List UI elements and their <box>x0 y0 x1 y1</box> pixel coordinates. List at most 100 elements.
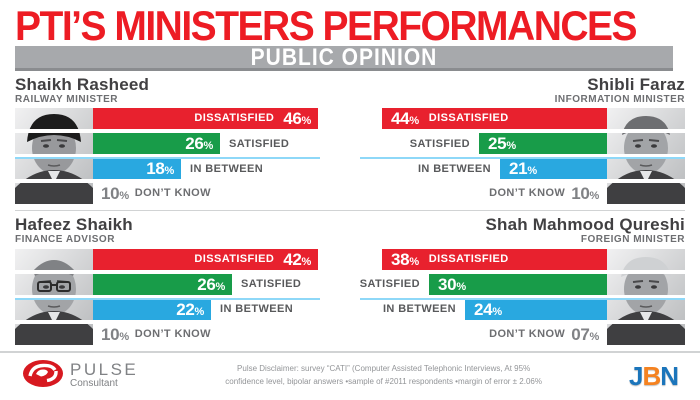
minister-panel-shaikh-rasheed: Shaikh Rasheed RAILWAY MINISTER DISSATISFI… <box>15 73 320 208</box>
minister-role: FINANCE ADVISOR <box>15 234 115 246</box>
bar-label: DISSATISFIED <box>194 252 275 265</box>
public-opinion-banner: PUBLIC OPINION <box>15 43 673 71</box>
bar-label: SATISFIED <box>409 137 470 150</box>
survey-disclaimer: Pulse Disclaimer: survey “CATI” (Compute… <box>204 363 564 388</box>
bar-label: IN BETWEEN <box>190 162 264 175</box>
dont-know-text: 10% DON’T KNOW <box>101 324 217 345</box>
bar-value: 30% <box>438 274 466 294</box>
bar-label: DON’T KNOW <box>489 187 566 200</box>
percent-sign: % <box>164 165 175 178</box>
bar-label: SATISFIED <box>241 278 302 291</box>
percent-sign: % <box>215 280 226 293</box>
opinion-row-in-between: 18% IN BETWEEN <box>15 157 320 180</box>
banner-title: PUBLIC OPINION <box>250 43 438 71</box>
percent-sign: % <box>301 255 312 268</box>
bar-label: IN BETWEEN <box>417 162 491 175</box>
minister-photo-strip <box>15 183 93 205</box>
minister-photo-strip <box>607 273 685 295</box>
pulse-consultant-logo: PULSE Consultant <box>22 359 138 393</box>
opinion-row-dissatisfied: 38% DISSATISFIED <box>360 248 685 270</box>
minister-photo-strip <box>607 183 685 205</box>
bar-value: 46% <box>283 109 312 129</box>
opinion-row-dont-know: DON’T KNOW 07% <box>360 323 685 345</box>
bar-value: 21% <box>509 159 537 179</box>
minister-photo-strip <box>15 133 93 155</box>
opinion-row-satisfied: 26% SATISFIED <box>15 133 320 155</box>
dont-know-text: DON’T KNOW 07% <box>483 324 599 345</box>
opinion-row-satisfied: 26% SATISFIED <box>15 273 320 295</box>
bar-satisfied: 26% <box>93 133 220 155</box>
bar-label: SATISFIED <box>359 278 420 291</box>
minister-name: Shibli Faraz <box>587 75 685 94</box>
percent-sign: % <box>203 140 214 153</box>
bar-value: 10% <box>101 324 129 344</box>
percent-sign: % <box>589 190 600 203</box>
bar-satisfied: 30% <box>429 273 607 295</box>
minister-photo-strip <box>15 298 93 320</box>
bar-label: DON’T KNOW <box>489 327 566 340</box>
minister-name: Shah Mahmood Qureshi <box>485 215 685 235</box>
opinion-row-in-between: IN BETWEEN 21% <box>359 157 686 180</box>
bar-label: DISSATISFIED <box>428 112 509 125</box>
opinion-row-dont-know: DON’T KNOW 10% <box>360 183 685 205</box>
minister-header: Shibli Faraz INFORMATION MINISTER <box>360 76 685 106</box>
pulse-name: PULSE <box>70 360 139 380</box>
percent-sign: % <box>409 115 419 128</box>
minister-photo-strip <box>15 158 93 180</box>
opinion-row-dont-know: 10% DON’T KNOW <box>15 183 320 205</box>
disclaimer-line-2: confidence level, bipolar answers •sampl… <box>225 376 542 386</box>
percent-sign: % <box>456 280 466 293</box>
bar-value: 10% <box>571 184 600 204</box>
pulse-swirl-icon <box>22 359 64 393</box>
minister-photo-strip <box>607 298 685 320</box>
minister-photo-strip <box>15 273 93 295</box>
bar-value: 10% <box>101 184 129 204</box>
minister-photo-strip <box>607 248 685 270</box>
opinion-row-satisfied: SATISFIED 25% <box>360 133 685 155</box>
jbn-letter: B <box>642 360 661 391</box>
minister-panel-shibli-faraz: Shibli Faraz INFORMATION MINISTER 44% DISSA… <box>359 73 686 208</box>
dont-know-text: 10% DON’T KNOW <box>101 183 217 204</box>
bar-satisfied: 25% <box>479 133 607 155</box>
disclaimer-line-1: Pulse Disclaimer: survey “CATI” (Compute… <box>237 364 531 374</box>
bar-in-between: 22% <box>93 298 211 320</box>
minister-photo-strip <box>607 133 685 155</box>
bar-dissatisfied: 44% DISSATISFIED <box>382 108 607 130</box>
bar-label: DISSATISFIED <box>194 112 275 125</box>
page-title: PTI’S MINISTERS PERFORMANCES <box>15 3 638 50</box>
bar-value: 44% <box>391 109 419 129</box>
bar-value: 42% <box>283 249 312 269</box>
bar-label: DON’T KNOW <box>134 187 211 200</box>
bar-label: DON’T KNOW <box>134 327 211 340</box>
bar-value: 07% <box>571 324 600 344</box>
opinion-row-dissatisfied: DISSATISFIED 46% <box>15 108 320 130</box>
minister-header: Shah Mahmood Qureshi FOREIGN MINISTER <box>360 216 685 246</box>
footer: PULSE Consultant Pulse Disclaimer: surve… <box>0 353 700 393</box>
percent-sign: % <box>194 305 205 318</box>
bar-value: 18% <box>146 159 175 179</box>
footer-divider <box>0 350 700 353</box>
percent-sign: % <box>409 255 419 268</box>
minister-photo-strip <box>607 108 685 130</box>
bar-in-between: 24% <box>465 298 607 320</box>
minister-header: Hafeez Shaikh FINANCE ADVISOR <box>15 216 320 246</box>
minister-name: Shaikh Rasheed <box>15 75 150 94</box>
opinion-row-dissatisfied: 44% DISSATISFIED <box>360 108 685 130</box>
bar-dissatisfied: DISSATISFIED 42% <box>93 248 318 270</box>
bar-dissatisfied: 38% DISSATISFIED <box>382 248 607 270</box>
pulse-logo-text: PULSE Consultant <box>70 361 138 390</box>
jbn-letter: N <box>660 360 679 391</box>
percent-sign: % <box>589 330 600 343</box>
percent-sign: % <box>119 330 129 343</box>
minister-photo-strip <box>15 323 93 345</box>
bar-value: 26% <box>185 134 214 154</box>
minister-name: Hafeez Shaikh <box>15 215 133 235</box>
bar-in-between: 18% <box>93 158 181 180</box>
opinion-row-in-between: IN BETWEEN 24% <box>359 297 686 320</box>
bar-label: IN BETWEEN <box>382 303 456 316</box>
bar-label: SATISFIED <box>229 137 290 150</box>
percent-sign: % <box>119 190 129 203</box>
bar-dissatisfied: DISSATISFIED 46% <box>93 108 318 130</box>
dont-know-text: DON’T KNOW 10% <box>483 183 599 204</box>
percent-sign: % <box>301 115 312 128</box>
